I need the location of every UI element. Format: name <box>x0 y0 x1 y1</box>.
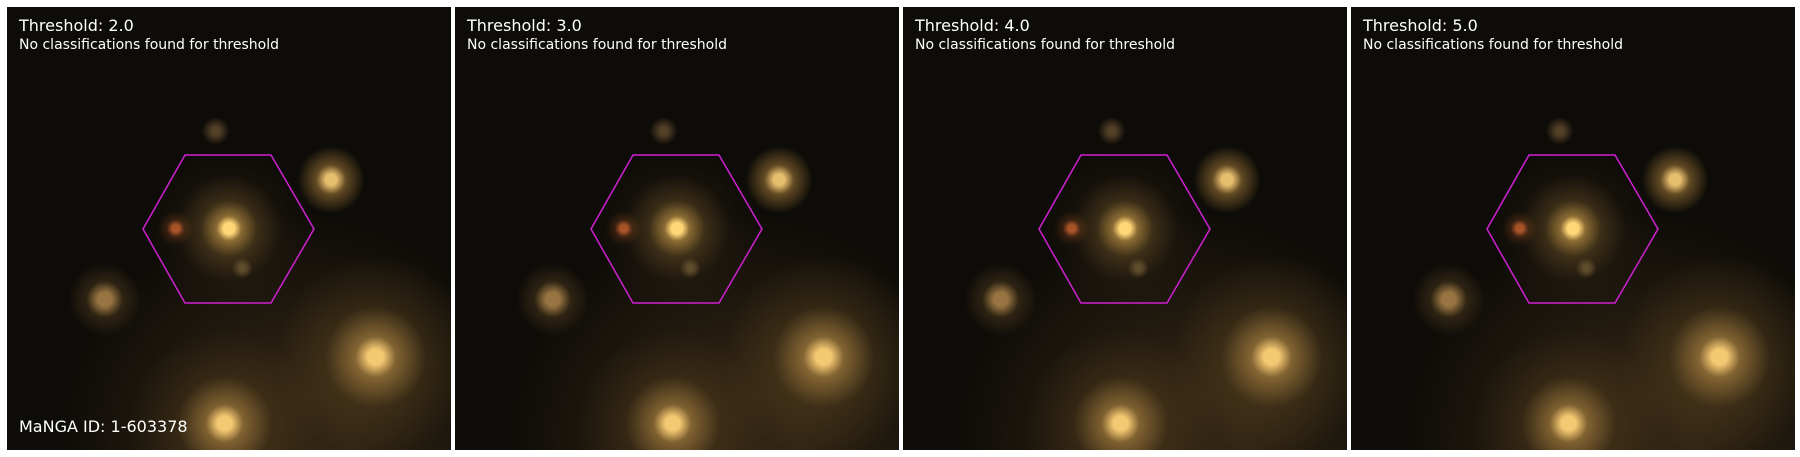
image-panel-threshold-5: Threshold: 5.0 No classifications found … <box>1351 7 1795 450</box>
panel-note: No classifications found for threshold <box>1363 37 1623 53</box>
hexagon-overlay-icon <box>1486 154 1659 304</box>
hexagon-overlay-icon <box>590 154 763 304</box>
hexagon-overlay-icon <box>142 154 315 304</box>
image-panel-threshold-3: Threshold: 3.0 No classifications found … <box>455 7 899 450</box>
panel-note: No classifications found for threshold <box>19 37 279 53</box>
panel-title: Threshold: 2.0 <box>19 16 134 35</box>
image-panel-threshold-2: Threshold: 2.0 No classifications found … <box>7 7 451 450</box>
panel-note: No classifications found for threshold <box>467 37 727 53</box>
panel-title: Threshold: 3.0 <box>467 16 582 35</box>
panel-note: No classifications found for threshold <box>915 37 1175 53</box>
panel-title: Threshold: 5.0 <box>1363 16 1478 35</box>
panel-title: Threshold: 4.0 <box>915 16 1030 35</box>
manga-id-label: MaNGA ID: 1-603378 <box>19 417 188 436</box>
hexagon-overlay-icon <box>1038 154 1211 304</box>
image-panel-threshold-4: Threshold: 4.0 No classifications found … <box>903 7 1347 450</box>
